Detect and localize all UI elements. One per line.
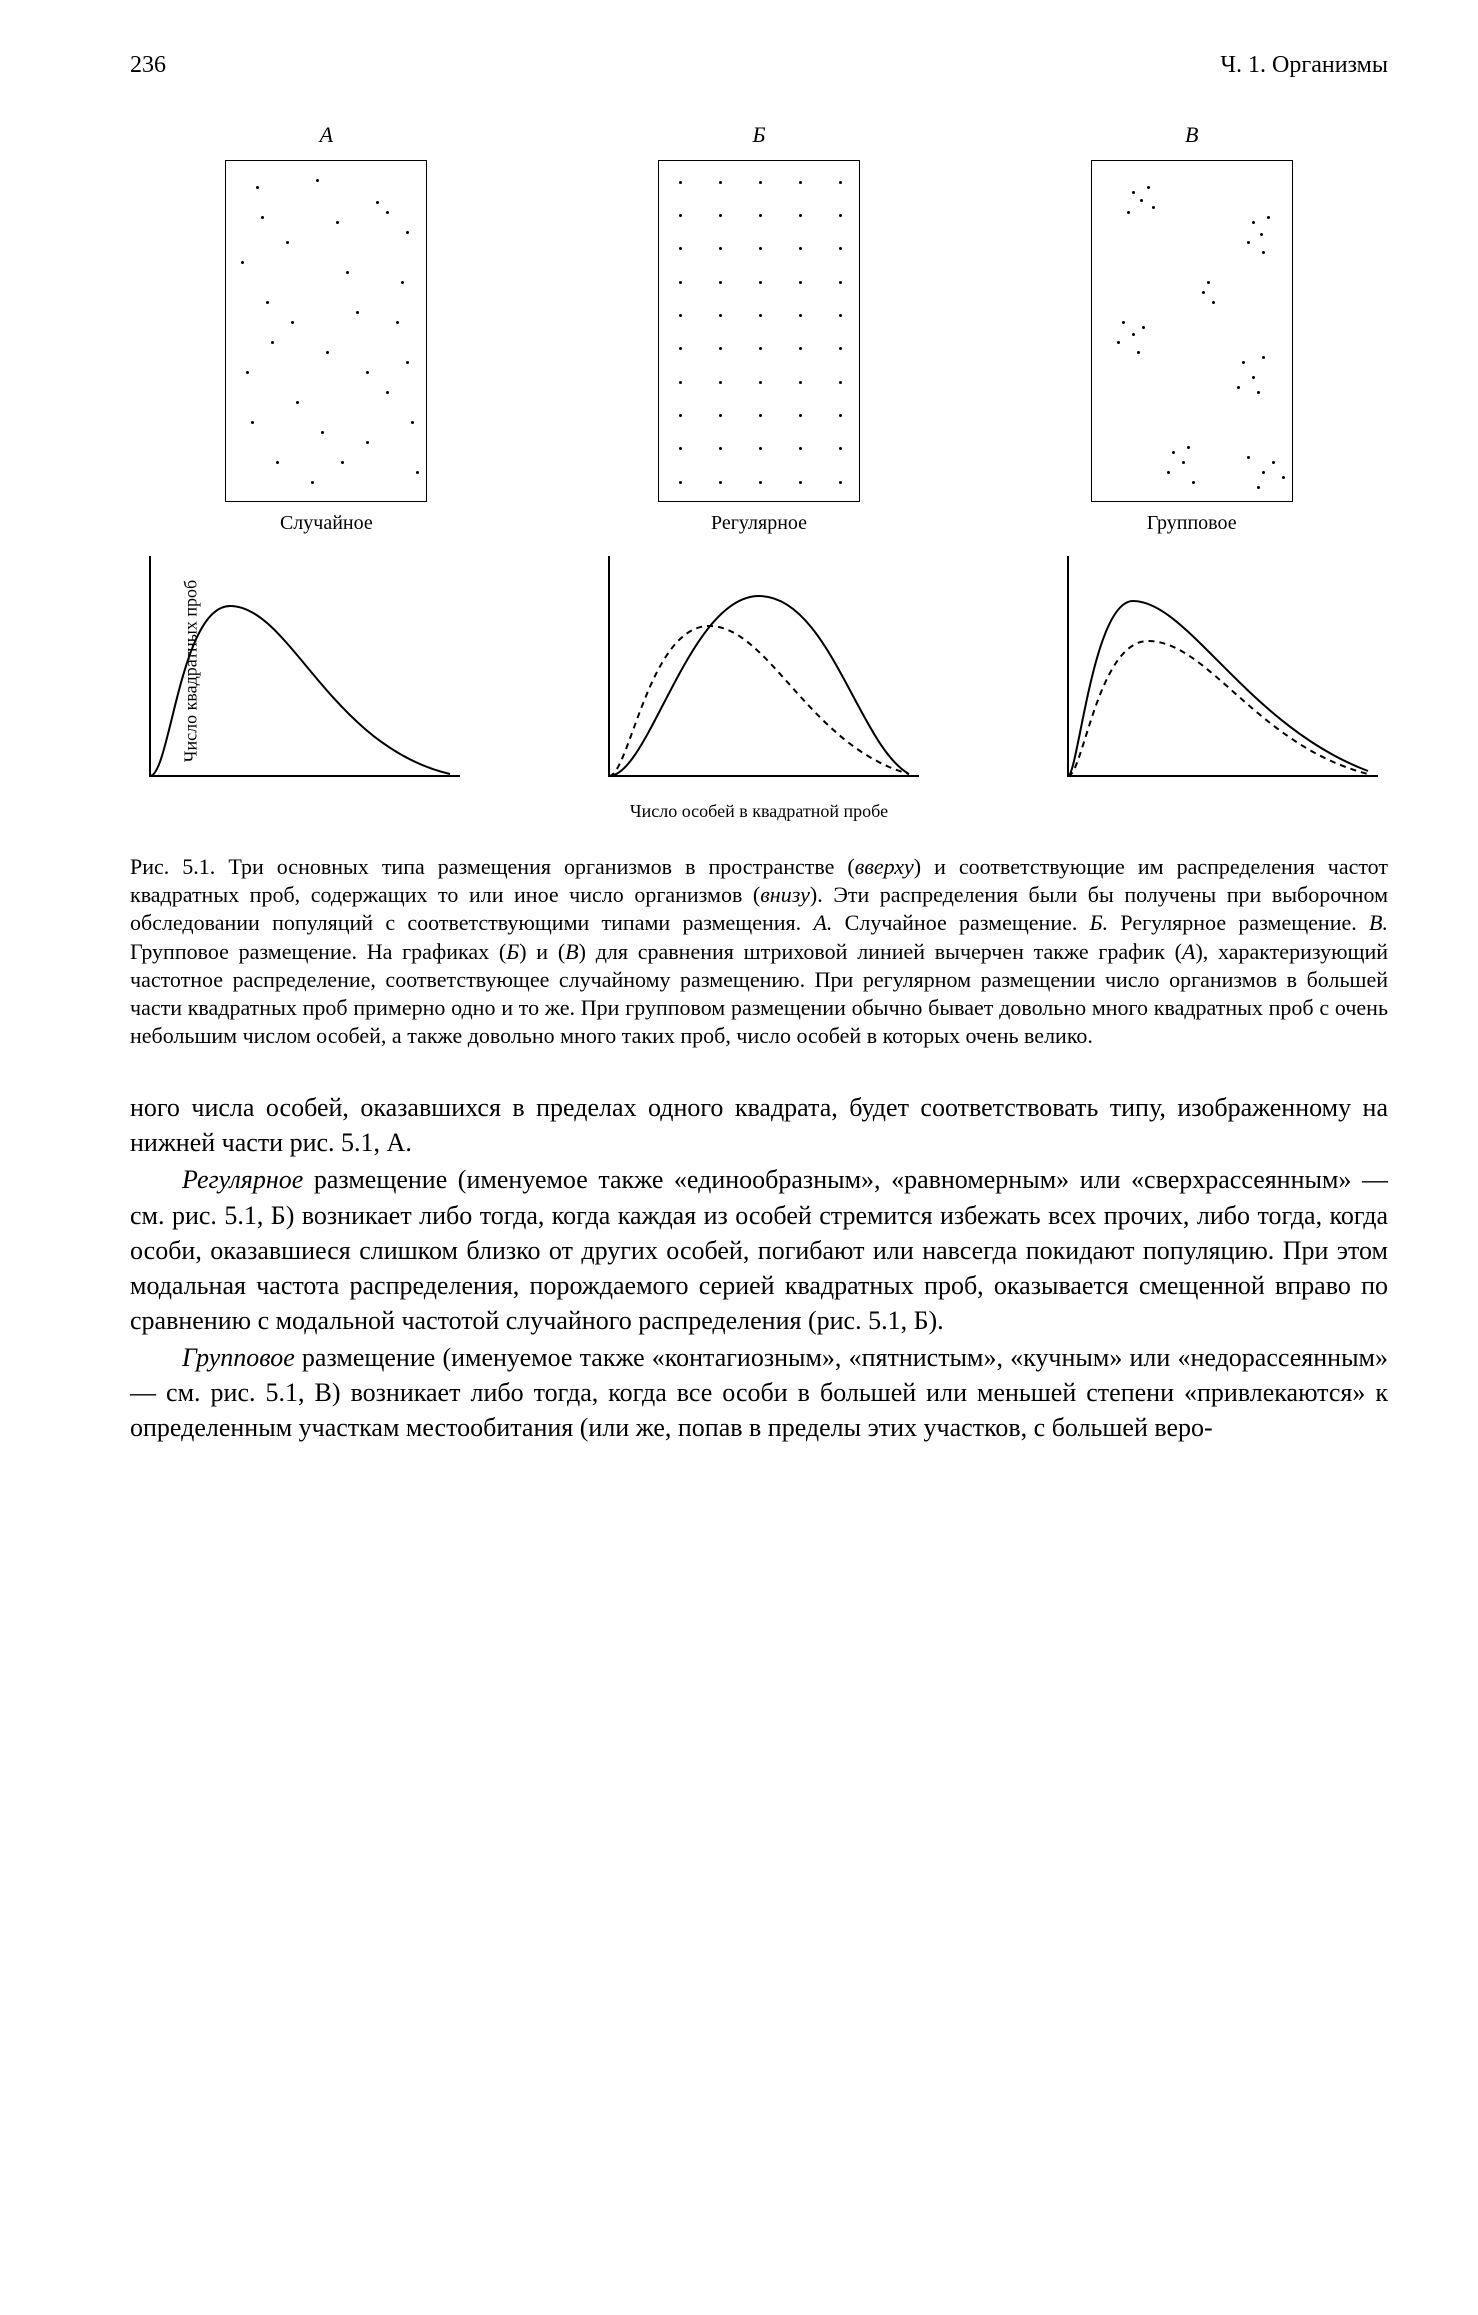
scatter-label: Групповое	[1147, 510, 1237, 536]
paragraph-regular: Регулярное размещение (именуемое также «…	[130, 1162, 1388, 1337]
curve-charts-row: Число квадратных проб	[130, 546, 1388, 796]
scatter-label: Регулярное	[711, 510, 807, 536]
panel-letter: Б	[753, 121, 766, 150]
scatter-clustered	[1091, 160, 1293, 502]
page-header: 236 Ч. 1. Организмы	[130, 50, 1388, 81]
running-head: Ч. 1. Организмы	[1220, 50, 1388, 81]
panel-letter: А	[320, 121, 333, 150]
y-axis-label: Число квадратных проб	[179, 580, 202, 762]
x-axis-label: Число особей в квадратной пробе	[130, 800, 1388, 823]
body-text: ного числа особей, оказавшихся в предела…	[130, 1090, 1388, 1445]
lead-word: Групповое	[182, 1343, 295, 1372]
figure-caption: Рис. 5.1. Три основных типа размещения о…	[130, 853, 1388, 1050]
page-number: 236	[130, 50, 166, 81]
scatter-panels-row: А Случайное Б Регулярное В Групповое	[130, 121, 1388, 536]
chart-clustered	[1048, 546, 1388, 796]
scatter-label: Случайное	[280, 510, 373, 536]
para-text: размещение (именуемое также «единообразн…	[130, 1165, 1388, 1334]
chart-regular	[589, 546, 929, 796]
paragraph-continuation: ного числа особей, оказавшихся в предела…	[130, 1090, 1388, 1160]
panel-c: В Групповое	[995, 121, 1388, 536]
panel-b: Б Регулярное	[563, 121, 956, 536]
panel-letter: В	[1185, 121, 1198, 150]
scatter-random	[225, 160, 427, 502]
paragraph-clustered: Групповое размещение (именуемое также «к…	[130, 1340, 1388, 1445]
scatter-regular	[658, 160, 860, 502]
panel-a: А Случайное	[130, 121, 523, 536]
para-text: размещение (именуемое также «контагиозны…	[130, 1343, 1388, 1442]
lead-word: Регулярное	[182, 1165, 303, 1194]
